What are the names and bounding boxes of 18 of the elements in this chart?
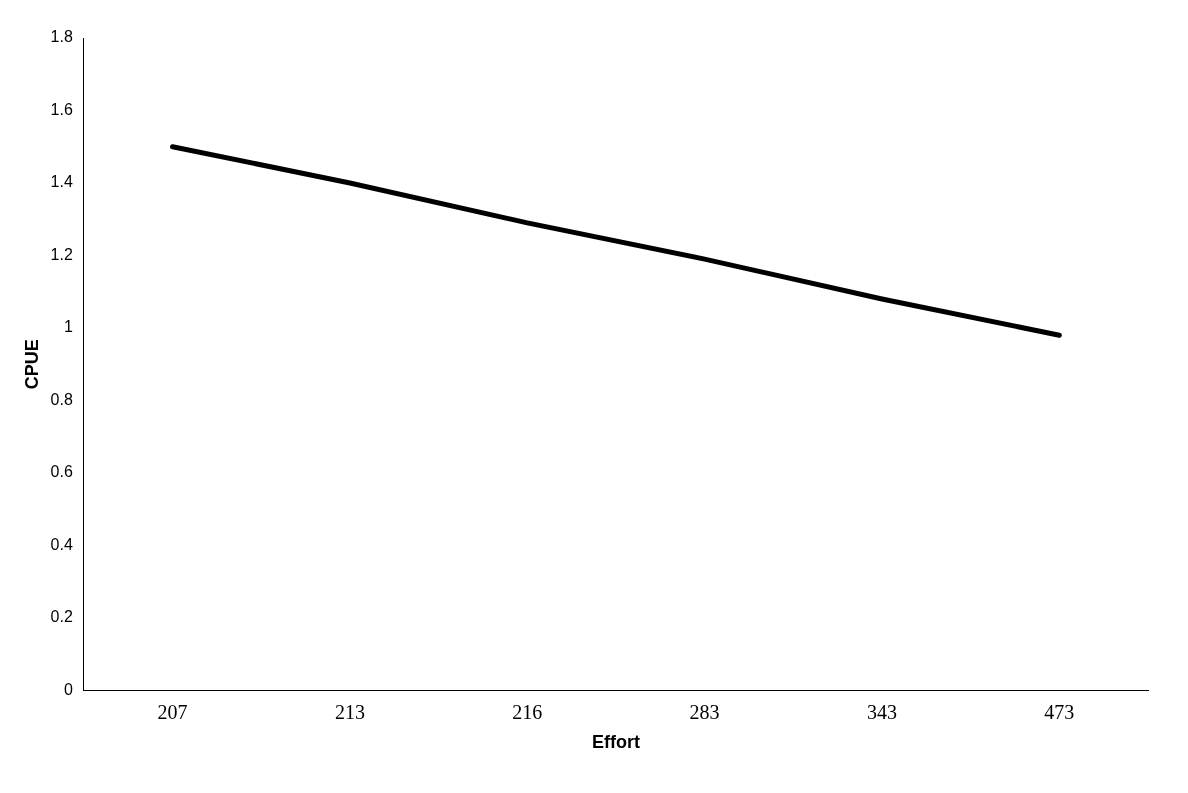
- x-tick-label: 213: [334, 700, 365, 723]
- y-tick-label: 1.2: [50, 245, 73, 263]
- y-tick-label: 0.6: [50, 463, 73, 481]
- x-tick-label: 473: [1044, 700, 1075, 723]
- y-tick-label: 1: [63, 318, 73, 336]
- y-tick-label: 0.4: [50, 535, 73, 553]
- y-axis-title: CPUE: [21, 339, 42, 390]
- y-tick-label: 1.4: [50, 173, 73, 191]
- x-tick-label: 343: [866, 700, 897, 723]
- x-tick-label: 283: [689, 700, 720, 723]
- y-tick-label: 0.8: [50, 390, 73, 408]
- y-tick-label: 1.8: [50, 28, 73, 46]
- y-tick-label: 0.2: [50, 608, 73, 626]
- y-tick-label: 1.6: [50, 100, 73, 118]
- x-axis-title: Effort: [591, 732, 640, 753]
- x-tick-label: 216: [512, 700, 543, 723]
- x-tick-label: 207: [157, 700, 188, 723]
- y-tick-label: 0: [63, 680, 73, 698]
